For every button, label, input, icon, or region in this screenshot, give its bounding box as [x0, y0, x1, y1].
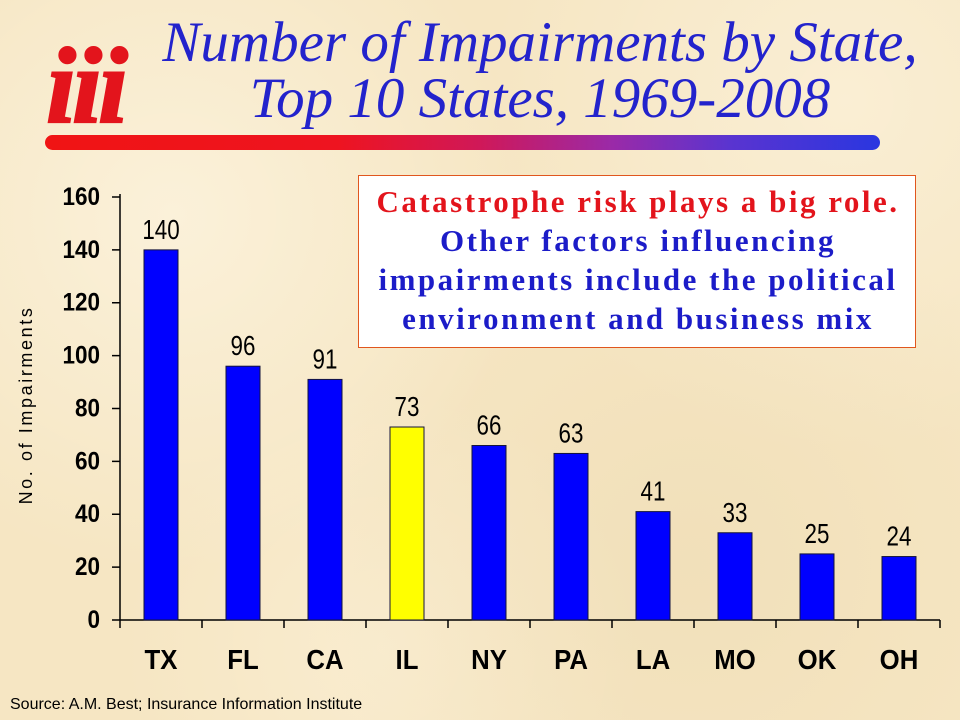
y-tick-label: 40: [75, 500, 100, 528]
bar-ny: [471, 445, 507, 621]
x-tick-label: LA: [636, 644, 670, 675]
bar-mo: [717, 532, 753, 621]
x-tick-label: OH: [880, 644, 919, 675]
title-gradient-rule: [45, 135, 880, 150]
x-tick-label: FL: [227, 644, 258, 675]
x-tick-label: CA: [306, 644, 343, 675]
y-tick-label: 0: [87, 606, 100, 634]
data-label: 66: [477, 410, 502, 441]
data-label: 41: [641, 476, 666, 507]
bar-ok: [799, 553, 835, 621]
y-axis-title: No. of Impairments: [16, 306, 36, 505]
x-tick-label: IL: [396, 644, 419, 675]
bar-il: [389, 426, 425, 621]
y-tick-label: 160: [62, 183, 100, 211]
title-line-2: Top 10 States, 1969-2008: [249, 67, 831, 130]
callout-headline: Catastrophe risk plays a big role.: [376, 184, 900, 219]
slide-title: Number of Impairments by State, Top 10 S…: [145, 11, 935, 130]
x-tick-label: MO: [714, 644, 755, 675]
x-tick-label: NY: [471, 644, 507, 675]
chart-labels: 0 20 40 60 80 100 120 140 160 140 TX 96 FL 91 CA 73 IL 66…: [62, 183, 918, 675]
data-label: 73: [395, 392, 420, 423]
data-label: 25: [805, 519, 830, 550]
y-tick-label: 100: [62, 341, 100, 369]
data-label: 63: [559, 418, 584, 449]
x-tick-label: PA: [554, 644, 588, 675]
source-footnote: Source: A.M. Best; Insurance Information…: [10, 696, 363, 713]
bar-pa: [553, 452, 589, 621]
y-tick-label: 140: [62, 236, 100, 264]
y-tick-label: 20: [75, 553, 100, 581]
data-label: 24: [887, 521, 912, 552]
chart-bars: [143, 249, 917, 621]
bar-tx: [143, 249, 179, 621]
y-tick-label: 120: [62, 289, 100, 317]
y-tick-label: 60: [75, 447, 100, 475]
title-line-1: Number of Impairments by State,: [162, 11, 918, 74]
data-label: 33: [723, 497, 748, 528]
callout-body-line: impairments include the political: [378, 262, 898, 297]
data-label: 91: [313, 344, 338, 375]
data-label: 140: [142, 215, 179, 246]
data-label: 96: [231, 331, 256, 362]
bar-oh: [881, 556, 917, 621]
x-tick-label: OK: [798, 644, 837, 675]
bar-fl: [225, 365, 261, 621]
callout-box: Catastrophe risk plays a big role. Other…: [358, 175, 916, 348]
bar-ca: [307, 378, 343, 621]
y-tick-label: 80: [75, 394, 100, 422]
callout-body-line: environment and business mix: [402, 301, 874, 336]
callout-body-line: Other factors influencing: [439, 223, 836, 258]
bar-la: [635, 511, 671, 621]
iii-logo: iii: [45, 27, 129, 146]
x-tick-label: TX: [145, 644, 178, 675]
